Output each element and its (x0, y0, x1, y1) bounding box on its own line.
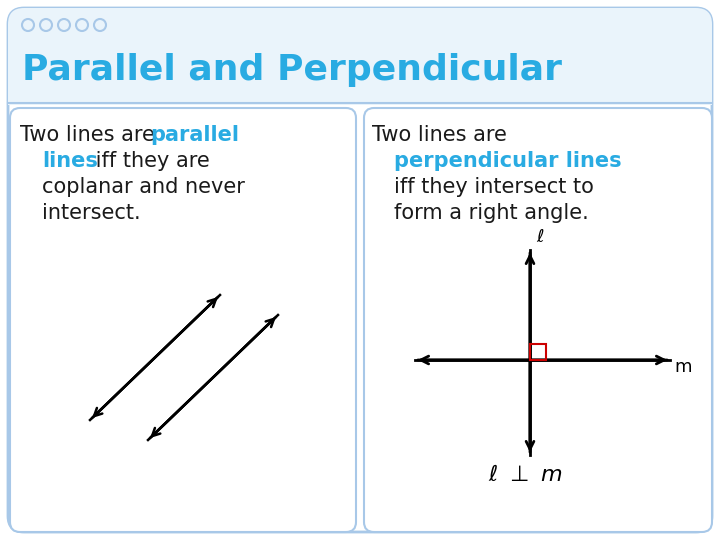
Text: m: m (674, 358, 691, 376)
FancyBboxPatch shape (8, 8, 712, 532)
Text: perpendicular lines: perpendicular lines (394, 151, 621, 171)
Text: lines: lines (42, 151, 98, 171)
Text: iff they intersect to: iff they intersect to (394, 177, 594, 197)
FancyBboxPatch shape (10, 108, 356, 532)
Text: intersect.: intersect. (42, 203, 140, 223)
Text: form a right angle.: form a right angle. (394, 203, 589, 223)
Text: coplanar and never: coplanar and never (42, 177, 245, 197)
Text: iff they are: iff they are (89, 151, 210, 171)
Text: $\ell$: $\ell$ (536, 228, 544, 246)
Bar (8, 75, 712, 105)
Bar (530, 344, 546, 360)
Text: $\ell\ \bot\ m$: $\ell\ \bot\ m$ (488, 465, 562, 485)
FancyBboxPatch shape (8, 8, 712, 103)
Text: Two lines are: Two lines are (372, 125, 507, 145)
Text: parallel: parallel (150, 125, 239, 145)
Text: Two lines are: Two lines are (20, 125, 161, 145)
Text: Parallel and Perpendicular: Parallel and Perpendicular (22, 53, 562, 87)
FancyBboxPatch shape (364, 108, 712, 532)
